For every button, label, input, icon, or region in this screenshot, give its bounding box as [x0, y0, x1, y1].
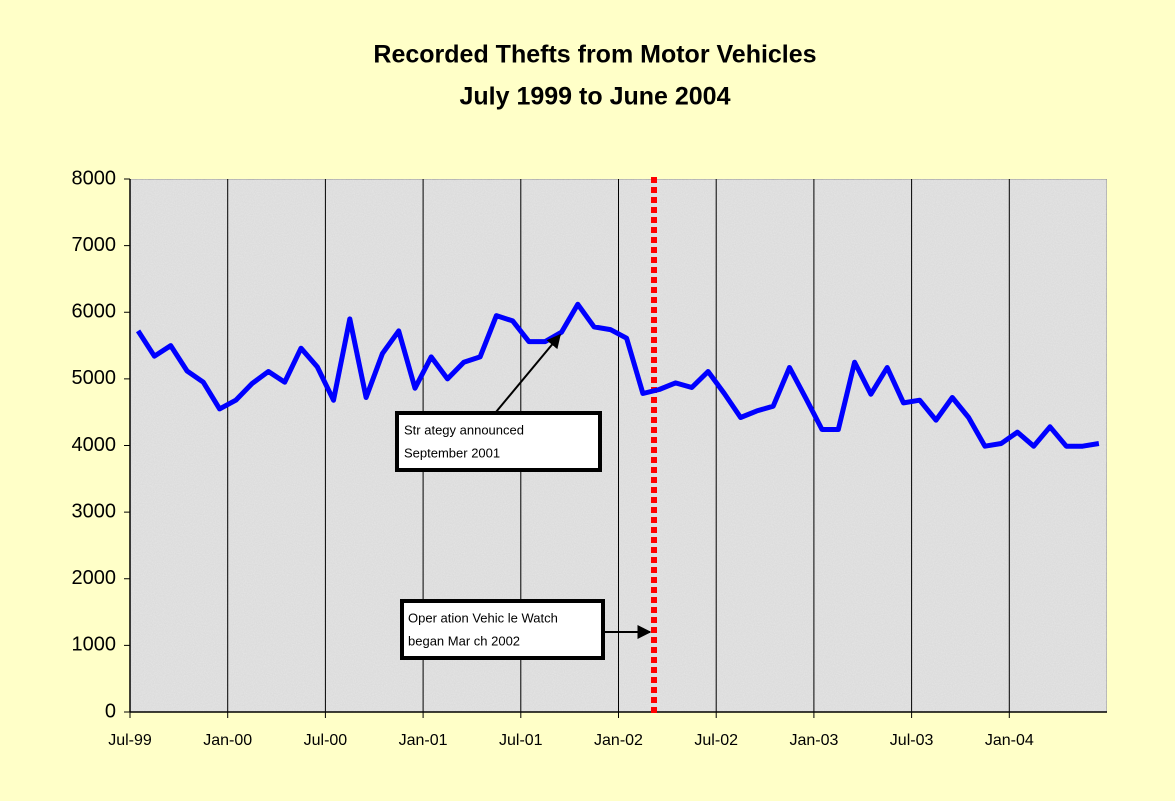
- annotation-text: began Mar ch 2002: [408, 633, 520, 648]
- x-tick-label: Jan-02: [594, 732, 643, 749]
- annotation-box: [395, 411, 602, 472]
- x-tick-label: Jul-00: [304, 732, 348, 749]
- series-line: [135, 301, 1100, 449]
- y-tick-label: 6000: [72, 301, 117, 323]
- x-tick-label: Jan-04: [985, 732, 1034, 749]
- y-tick-label: 8000: [72, 167, 117, 189]
- x-tick-label: Jan-00: [203, 732, 252, 749]
- annotation-text: Oper ation Vehic le Watch: [408, 610, 558, 625]
- y-tick-label: 7000: [72, 234, 117, 256]
- annotation-box: [400, 599, 605, 660]
- y-tick-label: 4000: [72, 434, 117, 456]
- y-tick-label: 2000: [72, 567, 117, 589]
- x-tick-label: Jul-02: [694, 732, 738, 749]
- chart-title: Recorded Thefts from Motor Vehicles: [373, 41, 816, 69]
- x-tick-label: Jul-99: [108, 732, 152, 749]
- x-tick-label: Jan-01: [399, 732, 448, 749]
- y-tick-label: 5000: [72, 367, 117, 389]
- y-tick-label: 1000: [72, 634, 117, 656]
- y-tick-label: 3000: [72, 500, 117, 522]
- chart-subtitle: July 1999 to June 2004: [460, 83, 731, 111]
- x-tick-label: Jul-01: [499, 732, 543, 749]
- annotation-text: September 2001: [404, 445, 500, 460]
- x-tick-label: Jan-03: [789, 732, 838, 749]
- x-tick-label: Jul-03: [890, 732, 934, 749]
- annotation-arrow: [495, 333, 561, 413]
- annotation-text: Str ategy announced: [404, 422, 524, 437]
- y-tick-label: 0: [105, 700, 116, 722]
